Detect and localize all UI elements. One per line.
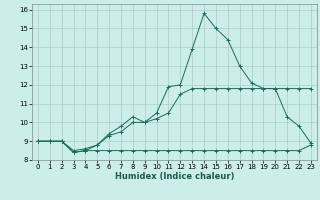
X-axis label: Humidex (Indice chaleur): Humidex (Indice chaleur) <box>115 172 234 181</box>
